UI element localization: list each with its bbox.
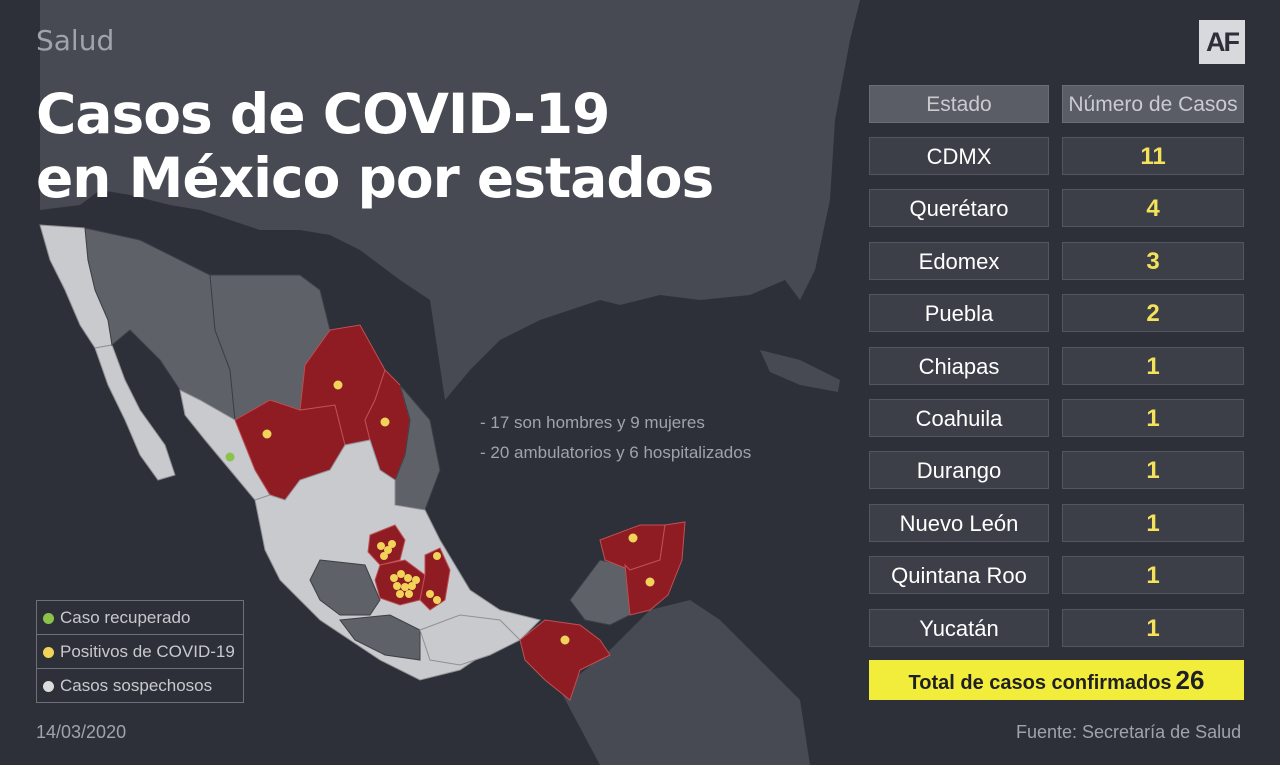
positive-dot	[393, 582, 401, 590]
table-cell-cases: 1	[1062, 556, 1244, 594]
legend-label: Positivos de COVID-19	[60, 642, 235, 661]
state-michoacan	[309, 559, 381, 616]
positive-dot	[433, 596, 441, 604]
positive-dot	[412, 576, 420, 584]
positive-dot	[645, 577, 655, 587]
usa-landmass	[40, 0, 860, 400]
legend-label: Casos sospechosos	[60, 676, 213, 695]
total-value: 26	[1175, 665, 1205, 695]
state-oaxaca	[419, 614, 521, 666]
map-legend: Caso recuperado Positivos de COVID-19 Ca…	[36, 600, 244, 703]
recovered-dot	[225, 452, 235, 462]
title-line-2: en México por estados	[36, 146, 714, 210]
case-notes: - 17 son hombres y 9 mujeres - 20 ambula…	[480, 408, 751, 468]
state-campeche	[569, 559, 631, 626]
positive-dot	[404, 574, 412, 582]
table-cell-state: Chiapas	[869, 347, 1049, 385]
positive-dot	[408, 582, 416, 590]
positive-dot	[388, 540, 396, 548]
legend-item-positive: Positivos de COVID-19	[37, 635, 243, 669]
page-title: Casos de COVID-19 en México por estados	[36, 82, 714, 210]
legend-label: Caso recuperado	[60, 608, 191, 627]
table-cell-cases: 1	[1062, 347, 1244, 385]
positive-dot-icon	[43, 647, 54, 658]
positive-dot	[390, 574, 398, 582]
positive-dot	[401, 583, 409, 591]
positive-dot	[397, 570, 405, 578]
table-cell-cases: 11	[1062, 137, 1244, 175]
state-chiapas	[519, 619, 611, 701]
table-cell-cases: 3	[1062, 242, 1244, 280]
central-america	[560, 600, 810, 765]
table-cell-state: CDMX	[869, 137, 1049, 175]
table-header-state: Estado	[869, 85, 1049, 123]
positive-dot	[262, 429, 272, 439]
positive-dot	[396, 590, 404, 598]
state-quintana-roo	[624, 521, 686, 616]
publish-date: 14/03/2020	[36, 722, 127, 742]
title-line-1: Casos de COVID-19	[36, 82, 610, 146]
state-baja-california-sur	[94, 344, 176, 481]
table-cell-state: Quintana Roo	[869, 556, 1049, 594]
table-cell-state: Coahuila	[869, 399, 1049, 437]
section-label: Salud	[36, 24, 115, 57]
total-confirmed: Total de casos confirmados 26	[869, 660, 1244, 700]
table-cell-cases: 1	[1062, 399, 1244, 437]
legend-item-recovered: Caso recuperado	[37, 601, 243, 635]
suspected-dot-icon	[43, 681, 54, 692]
positive-dot	[560, 635, 570, 645]
positive-dot	[405, 590, 413, 598]
table-cell-state: Querétaro	[869, 189, 1049, 227]
table-cell-state: Puebla	[869, 294, 1049, 332]
positive-dot	[628, 533, 638, 543]
cuba	[760, 350, 840, 392]
table-cell-cases: 1	[1062, 504, 1244, 542]
table-cell-cases: 1	[1062, 609, 1244, 647]
positive-dot	[426, 590, 434, 598]
positive-dot	[433, 552, 441, 560]
legend-item-suspected: Casos sospechosos	[37, 669, 243, 703]
positive-dot	[333, 380, 343, 390]
table-header-cases: Número de Casos	[1062, 85, 1244, 123]
mexico-map	[39, 0, 860, 765]
total-label: Total de casos confirmados	[908, 672, 1172, 694]
table-cell-cases: 2	[1062, 294, 1244, 332]
positive-dot	[380, 552, 388, 560]
table-cell-state: Yucatán	[869, 609, 1049, 647]
state-queretaro	[367, 524, 406, 566]
source-credit: Fuente: Secretaría de Salud	[1016, 722, 1242, 742]
positive-dot	[384, 546, 392, 554]
table-cell-cases: 1	[1062, 451, 1244, 489]
table-cell-state: Nuevo León	[869, 504, 1049, 542]
table-cell-state: Edomex	[869, 242, 1049, 280]
table-cell-cases: 4	[1062, 189, 1244, 227]
positive-dot	[377, 542, 385, 550]
state-guerrero	[339, 614, 421, 661]
positive-dot	[380, 417, 390, 427]
recovered-dot-icon	[43, 613, 54, 624]
brand-logo: AF	[1199, 20, 1245, 64]
table-cell-state: Durango	[869, 451, 1049, 489]
note-gender: - 17 son hombres y 9 mujeres	[480, 413, 705, 432]
note-hospital: - 20 ambulatorios y 6 hospitalizados	[480, 443, 752, 462]
